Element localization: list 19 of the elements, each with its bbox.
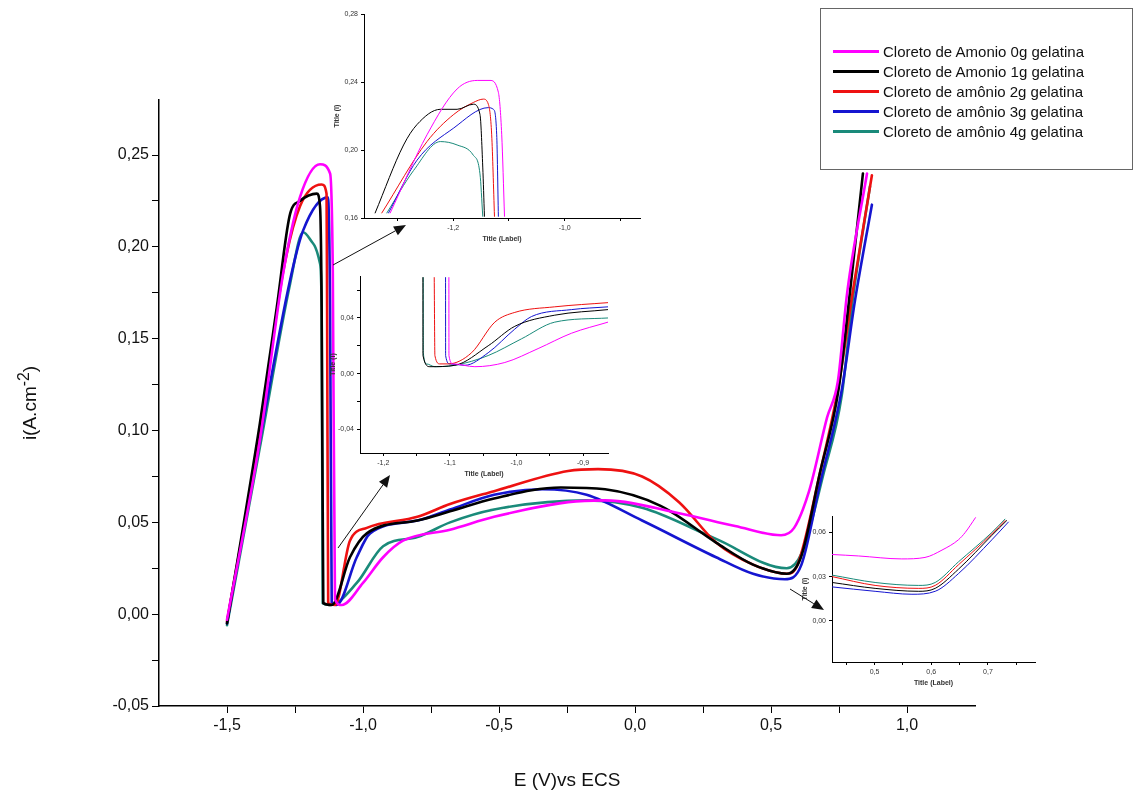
x-tick-label: 1,0 (895, 716, 919, 734)
x-axis-title: E (V)vs ECS (513, 768, 621, 790)
legend-label: Cloreto de amônio 4g gelatina (883, 122, 1084, 140)
y-tick-label: 0,00 (117, 604, 150, 622)
x-tick-label: -1,0 (349, 716, 377, 734)
x-tick-label: -1,5 (213, 716, 241, 734)
y-tick-label: 0,05 (117, 512, 150, 530)
x-tick-label: 0,5 (759, 716, 783, 734)
y-tick-label: -0,05 (112, 696, 150, 714)
legend-label: Cloreto de amônio 2g gelatina (883, 82, 1084, 100)
legend-label: Cloreto de Amonio 0g gelatina (883, 42, 1084, 60)
y-tick-label: 0,20 (117, 237, 150, 255)
y-tick-label: 0,25 (117, 145, 150, 163)
y-tick-label: 0,10 (117, 420, 150, 438)
x-tick-label: -0,5 (485, 716, 513, 734)
y-tick-label: 0,15 (117, 329, 150, 347)
x-tick-label: 0,0 (623, 716, 647, 734)
legend-label: Cloreto de Amonio 1g gelatina (883, 62, 1084, 80)
legend-label: Cloreto de amônio 3g gelatina (883, 102, 1084, 120)
